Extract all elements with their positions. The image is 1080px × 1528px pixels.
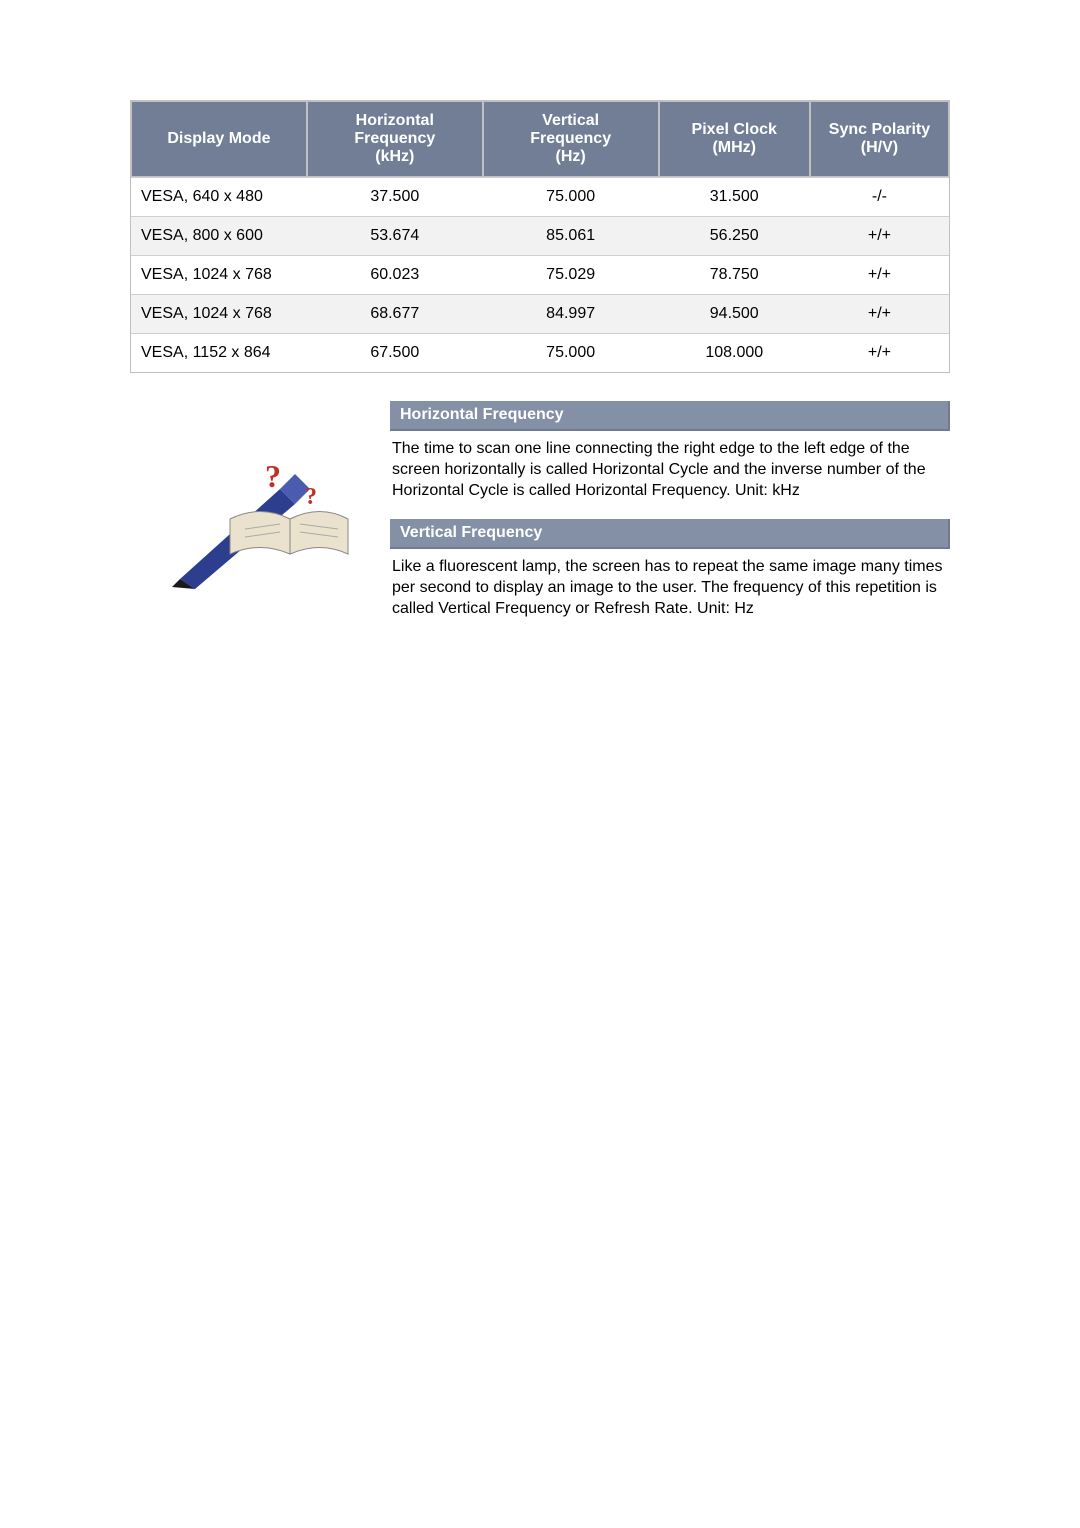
header-sp-l1: Sync Polarity (817, 121, 942, 139)
cell-mode: VESA, 1024 x 768 (131, 255, 307, 294)
cell-hf: 68.677 (307, 294, 483, 333)
timing-table: Display Mode Horizontal Frequency (kHz) … (130, 100, 950, 373)
cell-sp: +/+ (810, 255, 949, 294)
table-row: VESA, 1152 x 864 67.500 75.000 108.000 +… (131, 333, 949, 372)
table-row: VESA, 800 x 600 53.674 85.061 56.250 +/+ (131, 216, 949, 255)
header-sync-polarity: Sync Polarity (H/V) (810, 101, 949, 177)
section-body-hf: The time to scan one line connecting the… (390, 431, 950, 519)
cell-sp: -/- (810, 177, 949, 216)
cell-pc: 94.500 (659, 294, 810, 333)
header-vf-l1: Vertical (490, 112, 652, 130)
cell-vf: 75.029 (483, 255, 659, 294)
header-display-mode-label: Display Mode (167, 130, 270, 147)
svg-text:?: ? (305, 484, 317, 510)
cell-sp: +/+ (810, 216, 949, 255)
table-row: VESA, 1024 x 768 60.023 75.029 78.750 +/… (131, 255, 949, 294)
header-sp-l2: (H/V) (817, 139, 942, 157)
cell-vf: 84.997 (483, 294, 659, 333)
header-pc-l1: Pixel Clock (666, 121, 803, 139)
cell-vf: 85.061 (483, 216, 659, 255)
section-heading-hf-label: Horizontal Frequency (400, 406, 564, 423)
info-book-pen-icon: ? ? (170, 449, 350, 589)
header-vertical-freq: Vertical Frequency (Hz) (483, 101, 659, 177)
definitions-block: ? ? Horizontal Frequency The time to sca… (130, 401, 950, 638)
cell-sp: +/+ (810, 294, 949, 333)
section-heading-vf: Vertical Frequency (390, 519, 950, 549)
cell-mode: VESA, 1152 x 864 (131, 333, 307, 372)
table-row: VESA, 640 x 480 37.500 75.000 31.500 -/- (131, 177, 949, 216)
cell-pc: 56.250 (659, 216, 810, 255)
header-display-mode: Display Mode (131, 101, 307, 177)
cell-pc: 31.500 (659, 177, 810, 216)
cell-vf: 75.000 (483, 177, 659, 216)
cell-hf: 60.023 (307, 255, 483, 294)
svg-text:?: ? (265, 458, 281, 494)
cell-hf: 67.500 (307, 333, 483, 372)
document-page: Display Mode Horizontal Frequency (kHz) … (0, 0, 1080, 638)
cell-sp: +/+ (810, 333, 949, 372)
definitions-text: Horizontal Frequency The time to scan on… (390, 401, 950, 638)
header-hf-l3: (kHz) (314, 148, 476, 166)
header-pc-l2: (MHz) (666, 139, 803, 157)
cell-pc: 78.750 (659, 255, 810, 294)
header-hf-l2: Frequency (314, 130, 476, 148)
icon-column: ? ? (130, 401, 390, 638)
table-body: VESA, 640 x 480 37.500 75.000 31.500 -/-… (131, 177, 949, 372)
section-body-vf: Like a fluorescent lamp, the screen has … (390, 549, 950, 637)
header-hf-l1: Horizontal (314, 112, 476, 130)
cell-mode: VESA, 1024 x 768 (131, 294, 307, 333)
section-heading-hf: Horizontal Frequency (390, 401, 950, 431)
header-pixel-clock: Pixel Clock (MHz) (659, 101, 810, 177)
cell-mode: VESA, 640 x 480 (131, 177, 307, 216)
cell-hf: 37.500 (307, 177, 483, 216)
cell-hf: 53.674 (307, 216, 483, 255)
header-vf-l3: (Hz) (490, 148, 652, 166)
cell-mode: VESA, 800 x 600 (131, 216, 307, 255)
section-heading-vf-label: Vertical Frequency (400, 524, 542, 541)
header-horizontal-freq: Horizontal Frequency (kHz) (307, 101, 483, 177)
header-vf-l2: Frequency (490, 130, 652, 148)
table-row: VESA, 1024 x 768 68.677 84.997 94.500 +/… (131, 294, 949, 333)
cell-pc: 108.000 (659, 333, 810, 372)
cell-vf: 75.000 (483, 333, 659, 372)
table-header: Display Mode Horizontal Frequency (kHz) … (131, 101, 949, 177)
